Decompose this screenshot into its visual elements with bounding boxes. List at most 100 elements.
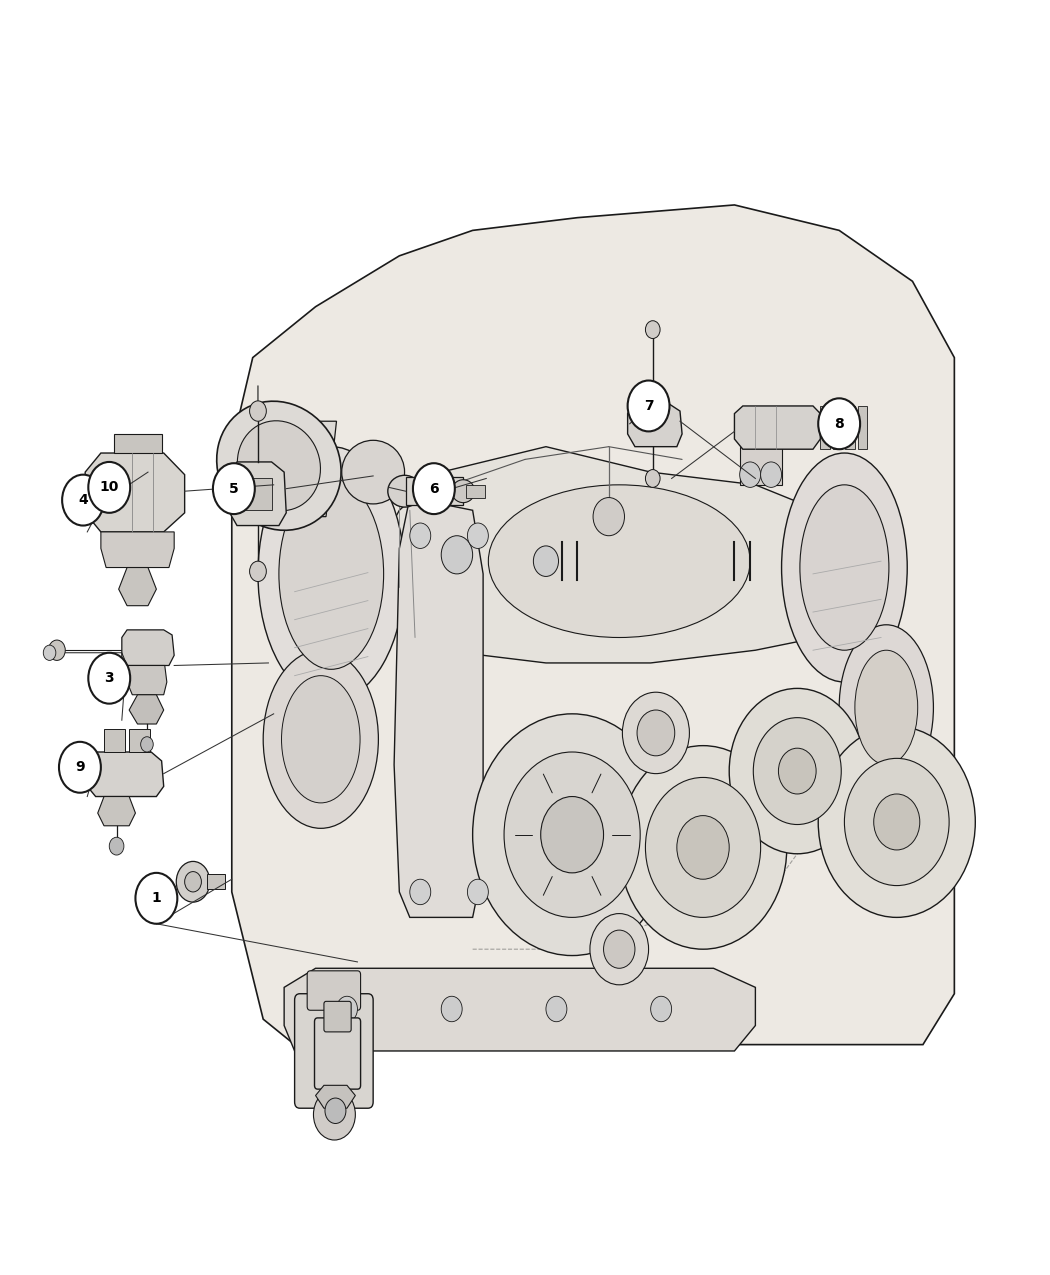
Circle shape [729,688,865,854]
Circle shape [593,497,625,536]
Text: 5: 5 [229,482,238,496]
Circle shape [314,1089,355,1140]
Circle shape [844,759,949,886]
FancyBboxPatch shape [308,970,360,1010]
Circle shape [410,880,430,905]
Polygon shape [119,567,156,606]
Polygon shape [122,630,174,666]
Circle shape [604,929,635,968]
Ellipse shape [279,478,383,669]
Text: 10: 10 [100,481,119,495]
Circle shape [141,737,153,752]
Text: 7: 7 [644,399,653,413]
Ellipse shape [258,446,404,701]
Bar [207,875,226,890]
Polygon shape [628,402,682,446]
Circle shape [441,536,472,574]
Circle shape [651,996,672,1021]
Bar [104,729,125,752]
FancyBboxPatch shape [324,1001,351,1031]
Circle shape [250,561,267,581]
Circle shape [541,797,604,873]
Bar [240,478,272,510]
Bar [466,484,485,497]
Circle shape [48,640,65,660]
Circle shape [88,462,130,513]
Polygon shape [87,752,164,797]
Ellipse shape [452,479,475,502]
Ellipse shape [781,453,907,682]
Bar [129,729,150,752]
Ellipse shape [488,484,750,638]
Polygon shape [232,421,336,516]
Circle shape [739,462,760,487]
Circle shape [109,838,124,856]
Text: 9: 9 [76,760,85,774]
Circle shape [135,873,177,924]
Bar [405,477,463,505]
Ellipse shape [216,402,341,530]
Bar [833,405,842,449]
Circle shape [504,752,640,918]
Polygon shape [378,446,839,663]
Circle shape [620,746,786,949]
Circle shape [753,718,841,825]
Circle shape [467,880,488,905]
Circle shape [778,748,816,794]
Circle shape [250,400,267,421]
Circle shape [628,380,670,431]
Circle shape [646,469,660,487]
Ellipse shape [839,625,933,790]
Circle shape [874,794,920,850]
Polygon shape [316,1085,355,1108]
Bar [845,405,855,449]
Circle shape [213,463,255,514]
Circle shape [818,727,975,918]
FancyBboxPatch shape [295,993,373,1108]
Circle shape [410,523,430,548]
Polygon shape [85,453,185,532]
Circle shape [646,321,660,339]
Circle shape [677,816,729,880]
Circle shape [533,546,559,576]
Circle shape [336,996,357,1021]
Ellipse shape [387,476,421,507]
Bar [114,434,162,453]
Bar [858,405,867,449]
FancyBboxPatch shape [315,1017,360,1089]
Polygon shape [232,205,954,1044]
Circle shape [88,653,130,704]
Circle shape [472,714,672,955]
Circle shape [43,645,56,660]
Circle shape [546,996,567,1021]
Ellipse shape [281,676,360,803]
Circle shape [62,474,104,525]
Circle shape [413,463,455,514]
Circle shape [185,872,202,892]
Polygon shape [230,462,287,525]
Circle shape [646,778,760,918]
Polygon shape [101,532,174,567]
Circle shape [637,710,675,756]
Circle shape [326,1098,345,1123]
Text: 4: 4 [78,493,88,507]
Polygon shape [394,497,483,918]
Text: 6: 6 [429,482,439,496]
Text: 3: 3 [104,671,114,685]
Polygon shape [285,968,755,1051]
Polygon shape [127,666,167,695]
Ellipse shape [264,650,378,829]
Circle shape [623,692,690,774]
Circle shape [59,742,101,793]
Polygon shape [129,695,164,724]
Ellipse shape [237,421,320,511]
Text: 1: 1 [151,891,162,905]
Polygon shape [734,405,820,449]
Ellipse shape [855,650,918,765]
Circle shape [590,914,649,984]
Bar [820,405,830,449]
Polygon shape [98,797,135,826]
Circle shape [760,462,781,487]
Text: 8: 8 [835,417,844,431]
Ellipse shape [341,440,404,504]
